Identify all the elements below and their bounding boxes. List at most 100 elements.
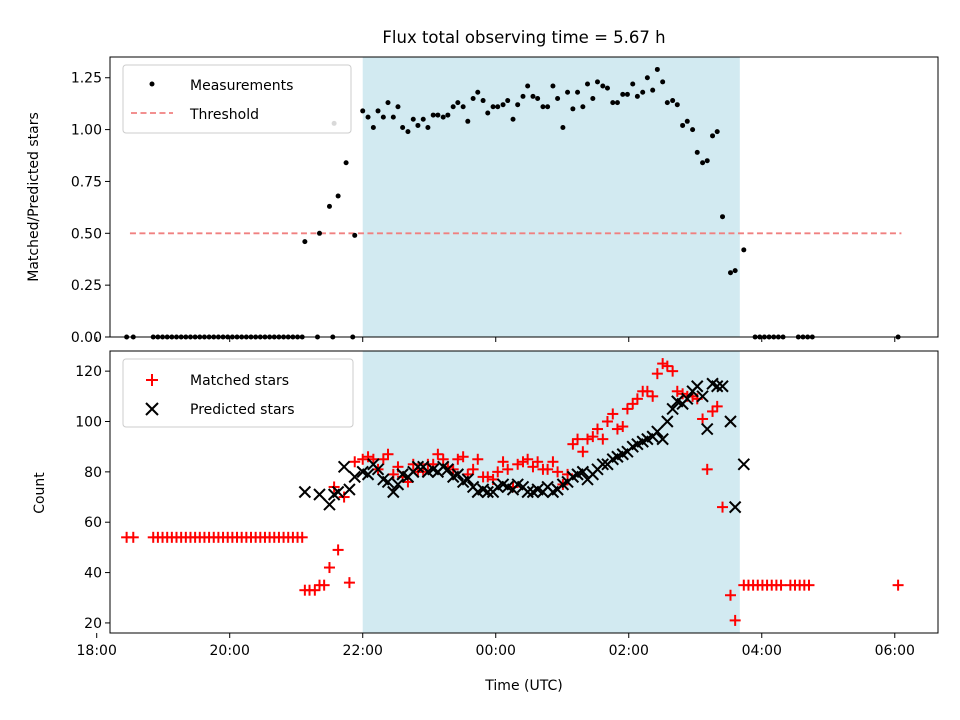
matched-point (407, 458, 419, 470)
measurement-point (575, 89, 581, 95)
counts-legend: Matched stars Predicted stars (122, 358, 354, 428)
legend-predicted: Predicted stars (190, 402, 295, 418)
ratio-observing-band (362, 57, 740, 337)
legend-matched: Matched stars (190, 373, 289, 389)
measurement-point (515, 102, 521, 108)
matched-point (803, 579, 815, 591)
y-tick-label: 0.00 (71, 330, 102, 346)
measurement-point (435, 112, 441, 118)
predicted-point (387, 485, 400, 499)
predicted-point (691, 380, 704, 393)
ratio-legend: Measurements Threshold (122, 64, 352, 134)
matched-point (512, 458, 524, 470)
y-tick-label: 40 (84, 566, 102, 582)
measurement-point (660, 79, 666, 85)
x-tick-label: 18:00 (77, 643, 117, 659)
predicted-legend-marker (145, 402, 159, 416)
matched-point (497, 456, 509, 468)
measurement-point (650, 87, 656, 93)
matched-point (552, 466, 564, 478)
matched-point (701, 463, 713, 475)
measurement-point (335, 193, 341, 199)
measurement-point (395, 104, 401, 110)
matched-point (697, 413, 709, 425)
predicted-point (441, 463, 455, 476)
measurement-point (710, 133, 716, 139)
measurement-point (490, 104, 496, 110)
predicted-point (348, 470, 361, 484)
measurement-point (741, 247, 747, 253)
measurement-point (690, 127, 696, 133)
predicted-point (371, 463, 385, 476)
ratio-axes-frame (109, 56, 939, 338)
matched-legend-marker (146, 374, 158, 386)
measurement-point (400, 125, 406, 131)
predicted-point (696, 390, 709, 403)
y-tick-label: 1.25 (71, 71, 102, 87)
measurement-point (326, 203, 332, 209)
measurement-point (684, 118, 690, 124)
measurement-point (694, 149, 700, 155)
measurement-point (525, 83, 531, 89)
matched-point (647, 390, 659, 402)
predicted-point (666, 402, 679, 416)
measurement-point (415, 122, 421, 128)
matched-point (587, 431, 599, 443)
matched-point (892, 579, 904, 591)
measurement-point (485, 110, 491, 116)
y-tick-label: 20 (84, 616, 102, 632)
measurement-point (604, 85, 610, 91)
x-tick-label: 02:00 (609, 643, 649, 659)
measurement-point (535, 95, 541, 101)
ratio-legend-box (122, 64, 352, 134)
predicted-point (323, 498, 336, 511)
predicted-point (716, 380, 729, 393)
counts-points (121, 358, 904, 626)
measurement-point (674, 102, 680, 108)
matched-point (323, 562, 335, 574)
measurement-point (530, 93, 536, 99)
measurement-point (614, 100, 620, 106)
matched-point (296, 531, 308, 543)
matched-point (437, 453, 449, 465)
matched-point (601, 416, 613, 427)
measurement-point (445, 112, 451, 118)
measurement-point (654, 66, 660, 72)
measurement-point (460, 104, 466, 110)
measurement-point (360, 108, 366, 114)
predicted-point (724, 415, 737, 428)
matched-point (482, 471, 494, 483)
matched-point (457, 451, 469, 463)
measurement-point (520, 93, 526, 99)
matched-point (641, 385, 653, 397)
matched-point (667, 365, 679, 377)
predicted-point (411, 460, 425, 474)
matched-point (127, 531, 139, 543)
measurement-point (455, 100, 461, 106)
matched-point (338, 491, 350, 503)
measurement-point (634, 93, 640, 99)
matched-point (502, 463, 514, 475)
matched-point (651, 368, 663, 380)
ratio-chart: 0.00 0.25 0.50 0.75 1.00 1.25 Matched/Predict… (26, 56, 939, 346)
x-tick-label: 04:00 (742, 643, 782, 659)
measurement-point (380, 114, 386, 120)
measurement-point (420, 116, 426, 122)
y-tick-label: 0.75 (71, 174, 102, 190)
measurement-point (370, 125, 376, 131)
y-tick-label: 80 (84, 465, 102, 481)
matched-point (349, 456, 361, 468)
y-tick-label: 0.50 (71, 226, 102, 242)
measurement-point (585, 81, 591, 87)
measurement-point (385, 100, 391, 106)
predicted-point (681, 392, 694, 406)
x-tick-label: 06:00 (875, 643, 915, 659)
legend-measurements: Measurements (190, 78, 293, 94)
measurement-point (375, 108, 381, 114)
predicted-point (361, 468, 375, 481)
matched-point (671, 385, 683, 397)
ratio-y-ticks: 0.00 0.25 0.50 0.75 1.00 1.25 (71, 71, 110, 346)
measurement-point (600, 83, 606, 89)
measurement-point (365, 114, 371, 120)
measurement-point (594, 79, 600, 85)
